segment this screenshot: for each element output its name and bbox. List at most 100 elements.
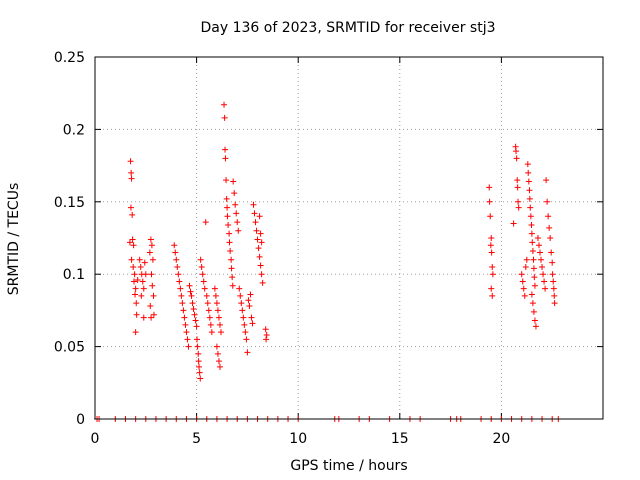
data-point (131, 278, 138, 285)
data-point (240, 314, 247, 321)
data-point (250, 201, 257, 208)
data-point (238, 300, 245, 307)
data-point (214, 307, 221, 314)
data-point (230, 178, 237, 185)
data-point (548, 249, 555, 256)
data-point (128, 256, 135, 263)
data-point (146, 249, 153, 256)
data-point (130, 263, 137, 270)
data-point (149, 282, 156, 289)
data-point (214, 350, 221, 357)
data-point (202, 219, 209, 226)
data-point (262, 326, 269, 333)
x-tick-label: 15 (391, 431, 409, 447)
data-point (216, 321, 223, 328)
data-point (222, 155, 229, 162)
data-point (132, 291, 139, 298)
data-point (150, 311, 157, 318)
data-point (195, 350, 202, 357)
data-point (487, 242, 494, 249)
data-point (258, 239, 265, 246)
data-point (200, 278, 207, 285)
data-point (201, 285, 208, 292)
data-point (236, 285, 243, 292)
data-point (528, 221, 535, 228)
data-point (531, 274, 538, 281)
x-tick-label: 10 (289, 431, 307, 447)
data-point (518, 271, 525, 278)
data-point (258, 271, 265, 278)
data-point (239, 307, 246, 314)
data-point (540, 271, 547, 278)
data-point (489, 292, 496, 299)
data-point (205, 307, 212, 314)
data-point (488, 285, 495, 292)
data-point (255, 245, 262, 252)
data-point (489, 263, 496, 270)
data-point (256, 213, 263, 220)
data-point (530, 256, 537, 263)
data-point (224, 213, 231, 220)
data-point (513, 155, 520, 162)
data-point (128, 175, 135, 182)
data-point (531, 317, 538, 324)
data-point (137, 263, 144, 270)
x-tick-label: 20 (492, 431, 510, 447)
data-point (244, 349, 251, 356)
data-point (189, 300, 196, 307)
data-points (94, 101, 562, 422)
grid-lines (95, 57, 603, 419)
data-point (129, 236, 136, 243)
data-point (140, 314, 147, 321)
data-point (515, 198, 522, 205)
data-point (211, 285, 218, 292)
data-point (224, 204, 231, 211)
data-point (229, 274, 236, 281)
data-point (489, 271, 496, 278)
data-point (529, 239, 536, 246)
data-point (192, 317, 199, 324)
data-point (551, 292, 558, 299)
data-point (193, 323, 200, 330)
data-point (510, 220, 517, 227)
data-point (191, 311, 198, 318)
axis-ticks: 0 0.05 0.1 0.15 0.2 0.25 0 5 10 15 20 (54, 50, 603, 447)
data-point (521, 292, 528, 299)
data-point (133, 311, 140, 318)
data-point (528, 291, 535, 298)
data-point (171, 242, 178, 249)
data-point (243, 336, 250, 343)
data-point (126, 239, 133, 246)
data-point (487, 213, 494, 220)
data-point (225, 221, 232, 228)
data-point (537, 249, 544, 256)
data-point (254, 236, 261, 243)
data-point (148, 271, 155, 278)
data-point (194, 336, 201, 343)
data-point (263, 336, 270, 343)
data-point (196, 369, 203, 376)
data-point (215, 314, 222, 321)
data-point (221, 114, 228, 121)
data-point (148, 242, 155, 249)
data-point (550, 278, 557, 285)
data-point (539, 263, 546, 270)
data-point (535, 242, 542, 249)
data-point (526, 187, 533, 194)
data-point (186, 282, 193, 289)
data-point (530, 308, 537, 315)
data-point (241, 321, 248, 328)
data-point (127, 158, 134, 165)
data-point (534, 235, 541, 241)
data-point (228, 265, 235, 272)
data-point (263, 332, 270, 339)
data-point (524, 161, 531, 168)
chart-title: Day 136 of 2023, SRMTID for receiver stj… (201, 20, 496, 36)
data-point (140, 285, 147, 292)
data-point (515, 204, 522, 211)
data-point (212, 292, 219, 299)
data-point (147, 303, 154, 310)
data-point (181, 314, 188, 321)
data-point (188, 292, 195, 299)
data-point (237, 292, 244, 299)
